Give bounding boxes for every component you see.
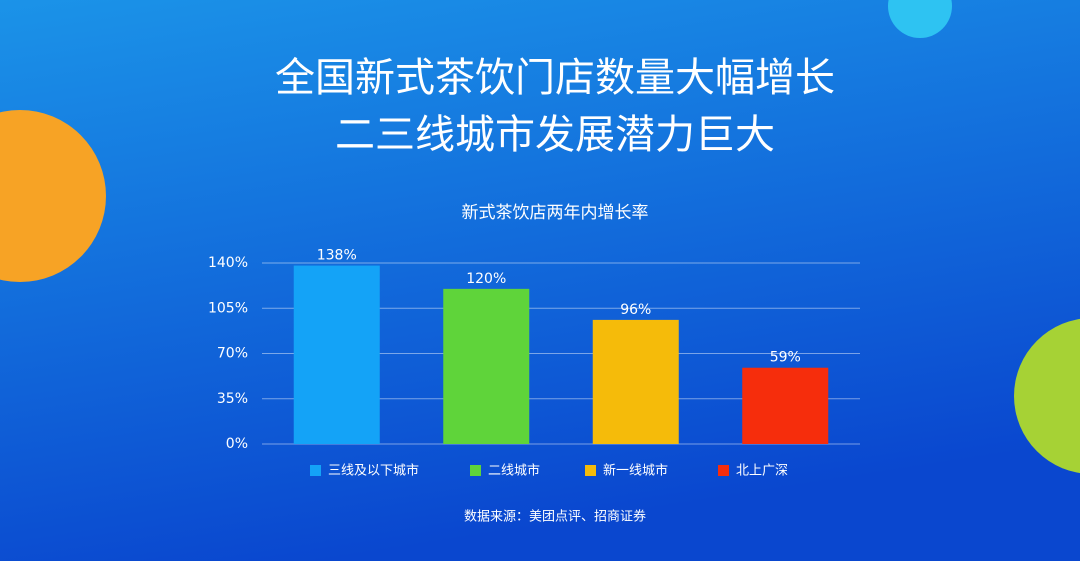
value-label: 138% [317,248,357,264]
value-label: 96% [620,302,651,318]
y-tick-label: 105% [208,300,248,316]
decor-circle [0,110,106,282]
bar [443,288,530,444]
bar [293,265,380,444]
y-tick-label: 35% [217,391,248,407]
decor-circle [1014,318,1080,474]
value-label: 120% [466,271,506,287]
headline: 全国新式茶饮门店数量大幅增长 [275,55,835,101]
source: 数据来源：美团点评、招商证券 [464,509,646,525]
y-tick-label: 0% [226,436,248,452]
y-tick-label: 140% [208,255,248,271]
legend-label: 北上广深 [736,464,788,479]
legend-swatch [718,465,729,476]
legend-swatch [470,465,481,476]
headline: 二三线城市发展潜力巨大 [335,112,775,158]
chart-title: 新式茶饮店两年内增长率 [462,203,649,223]
legend-swatch [310,465,321,476]
bar [592,319,679,444]
value-label: 59% [770,350,801,366]
legend-label: 二线城市 [488,463,540,479]
legend-swatch [585,465,596,476]
legend-label: 三线及以下城市 [328,463,419,479]
decor-circle [888,0,952,38]
legend-label: 新一线城市 [603,463,668,479]
y-tick-label: 70% [217,346,248,362]
bar [742,367,829,444]
